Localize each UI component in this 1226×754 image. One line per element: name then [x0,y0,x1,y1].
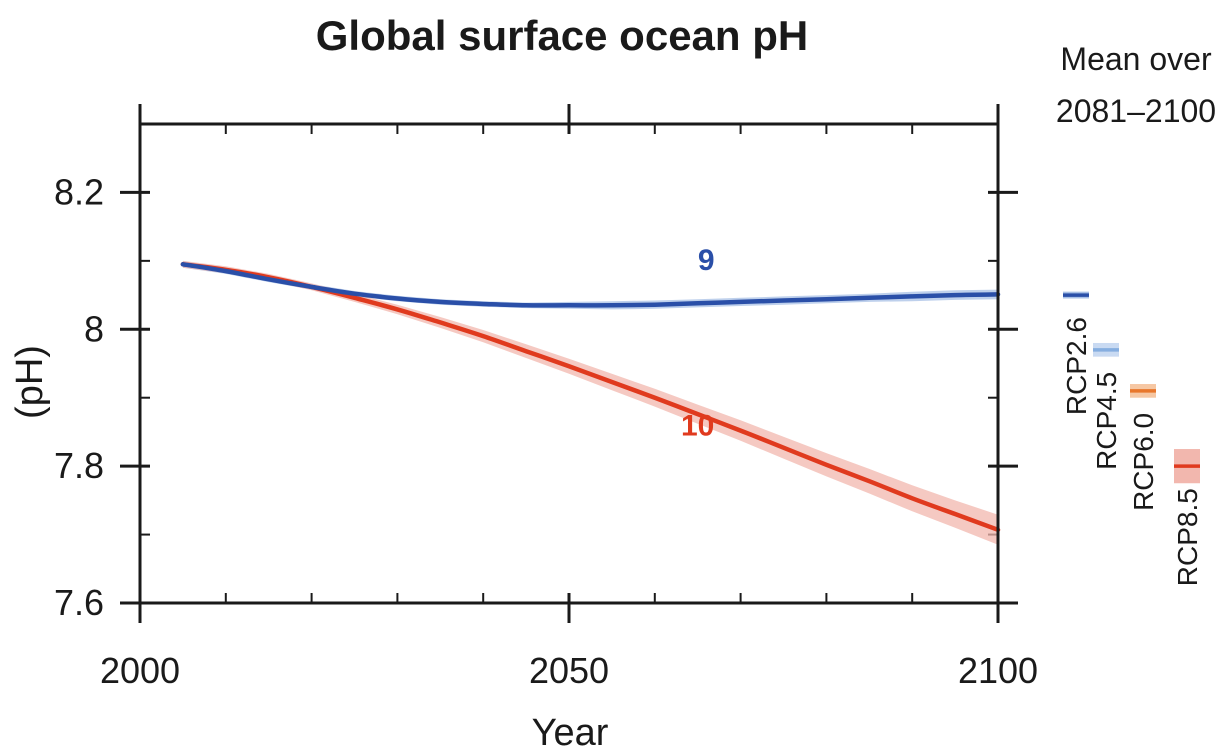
side-label: RCP6.0 [1128,413,1159,511]
x-tick-label: 2050 [529,650,609,691]
y-tick-label: 7.6 [54,582,104,623]
x-axis-label: Year [532,712,609,754]
plot-frame [138,122,1000,605]
y-tick-label: 7.8 [54,445,104,486]
side-label: RCP2.6 [1061,317,1092,415]
side-label: RCP8.5 [1172,488,1203,586]
side-panel-title-line2: 2081–2100 [1056,93,1216,129]
side-label: RCP4.5 [1091,372,1122,470]
chart-title: Global surface ocean pH [316,12,808,59]
x-tick-label: 2100 [958,650,1038,691]
x-tick-label: 2000 [100,650,180,691]
series-line-rcp26 [180,262,1001,308]
side-panel-title-line1: Mean over [1060,41,1212,77]
y-tick-label: 8 [84,308,104,349]
y-axis-label: (pH) [9,345,51,419]
model-count-label: 10 [681,409,714,442]
model-count-label: 9 [698,244,715,277]
plot-area: 2000 2050 2100 7.6 7.8 8 8.2 9 10 [54,104,1038,691]
y-tick-label: 8.2 [54,171,104,212]
